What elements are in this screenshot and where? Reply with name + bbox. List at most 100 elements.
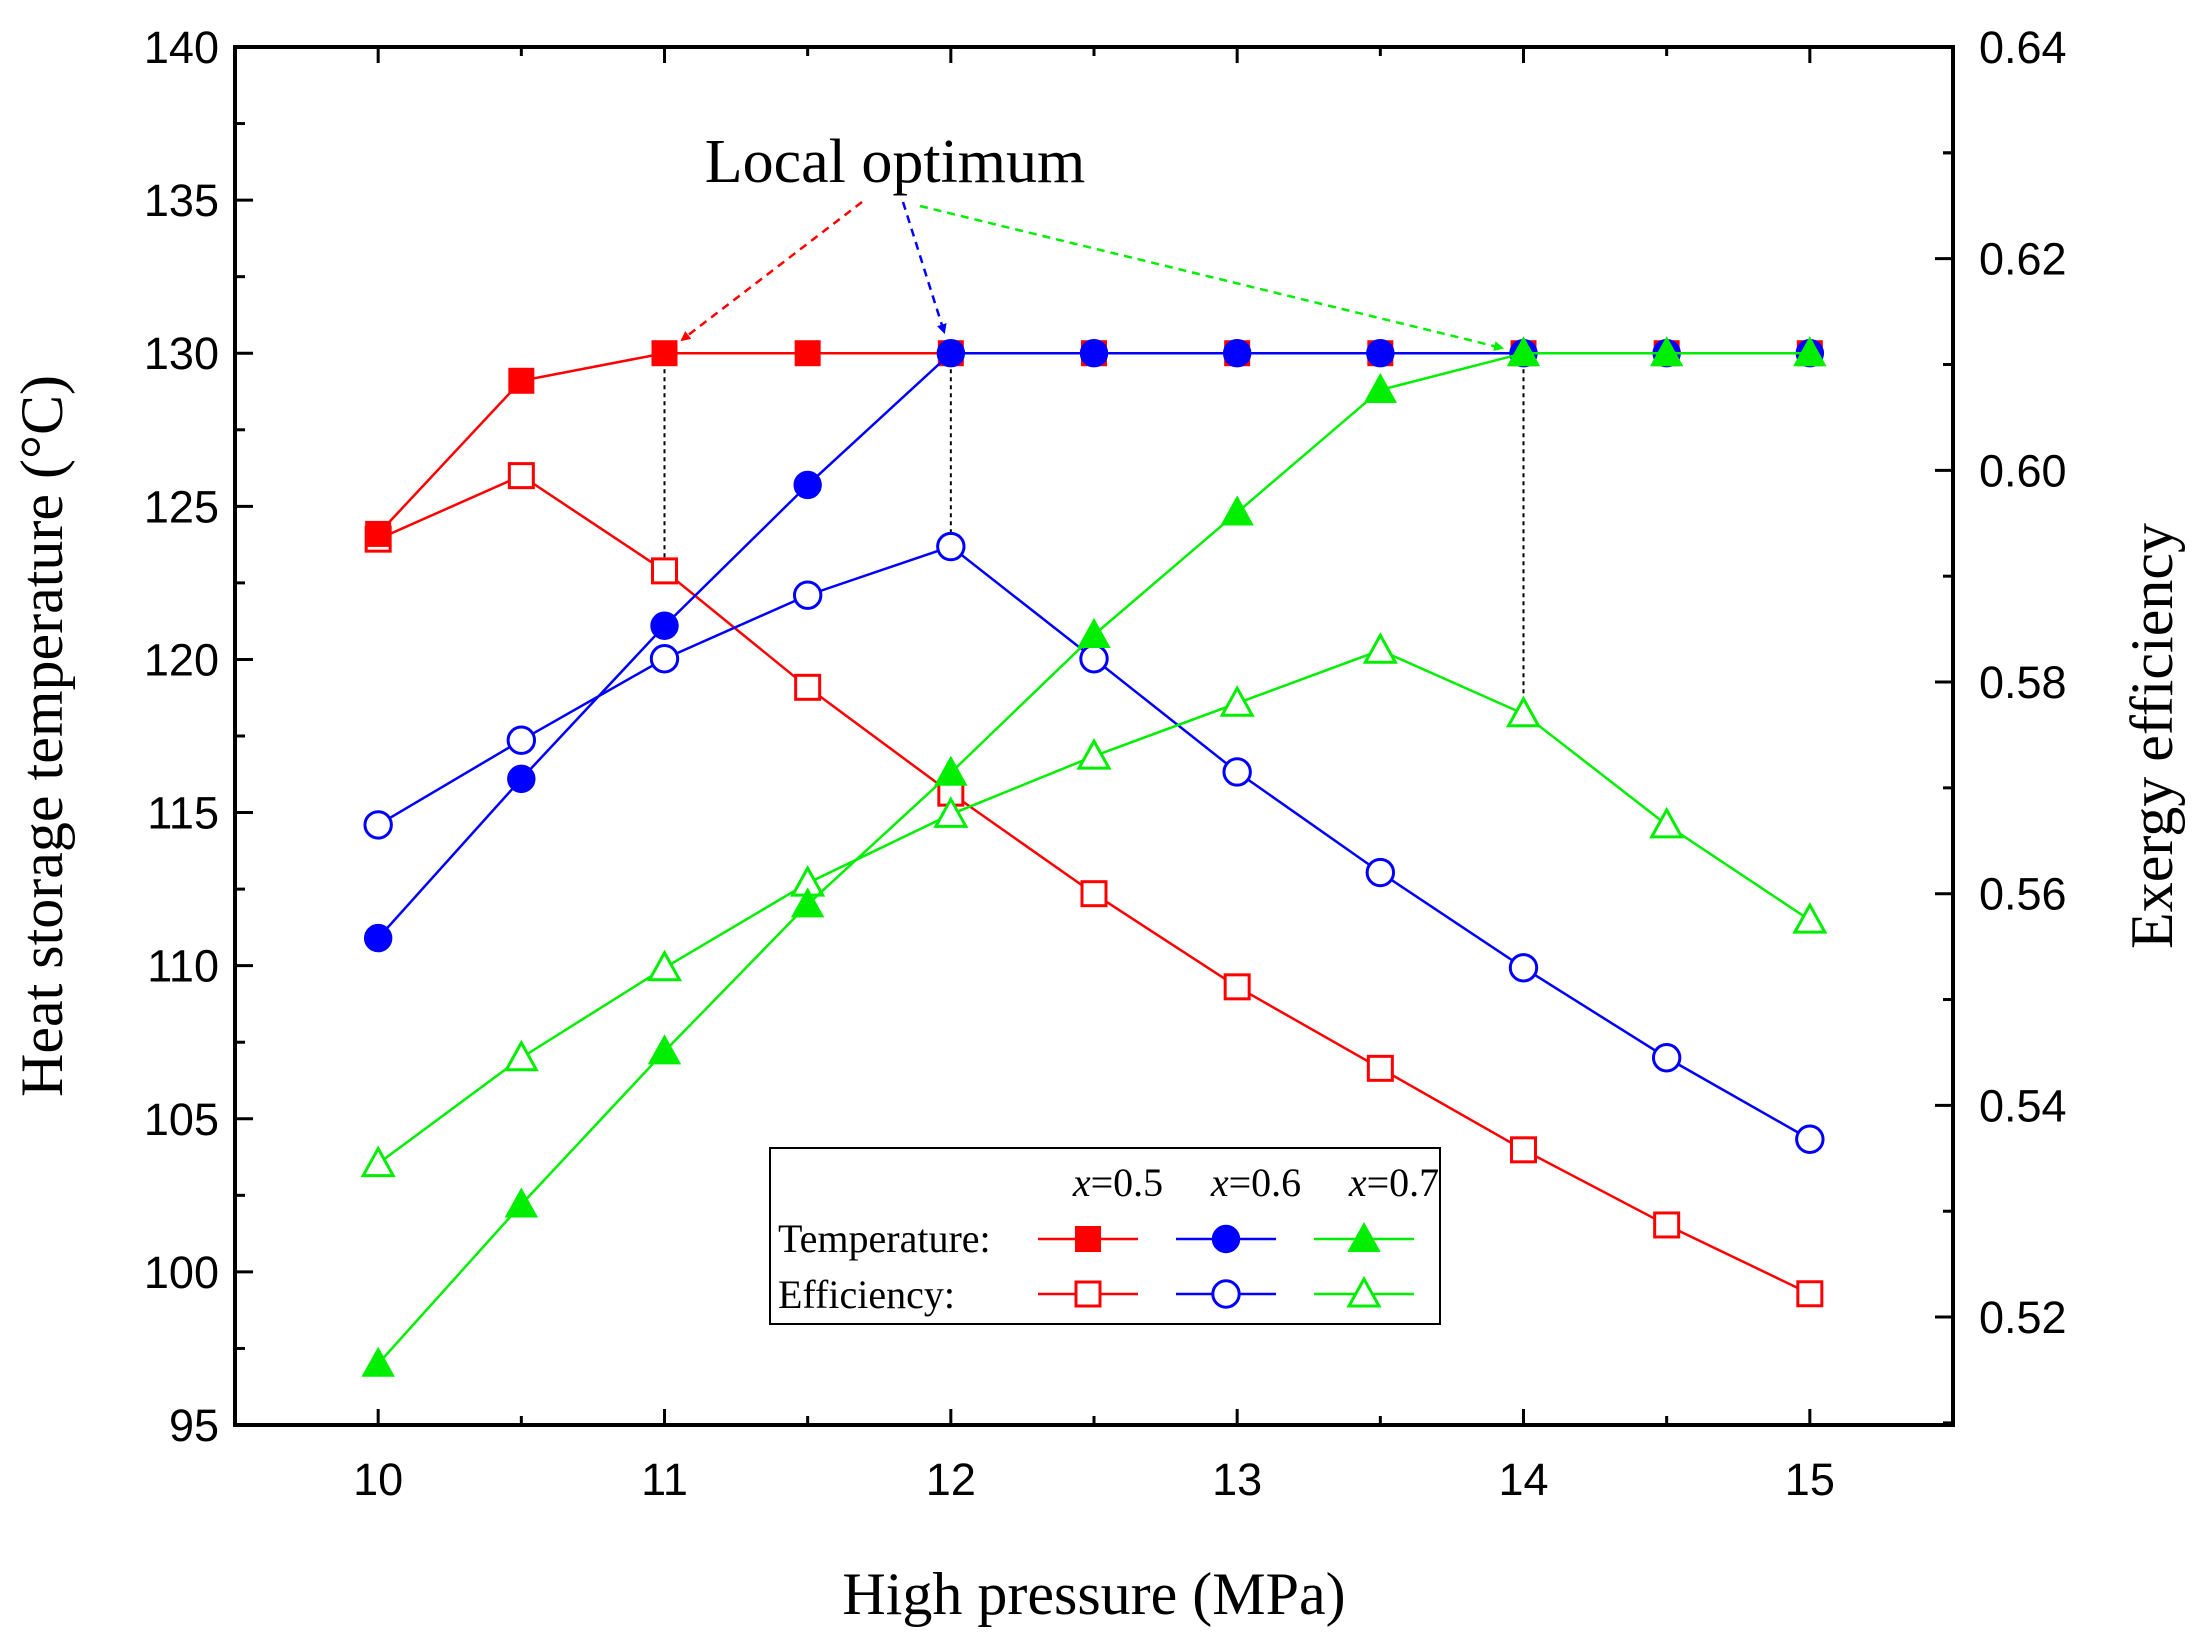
data-point bbox=[1362, 632, 1398, 664]
annotation-layer: Local optimum bbox=[680, 128, 1505, 351]
data-point bbox=[1792, 902, 1828, 934]
legend-sample-marker bbox=[1075, 1226, 1101, 1252]
data-point bbox=[365, 520, 392, 547]
data-point bbox=[792, 580, 823, 610]
data-point bbox=[1796, 1280, 1824, 1308]
data-point bbox=[507, 462, 535, 490]
legend-row-temperature: Temperature: bbox=[778, 1216, 991, 1261]
data-point bbox=[1223, 973, 1251, 1001]
data-point bbox=[361, 1346, 395, 1377]
y-left-tick-label: 140 bbox=[144, 22, 219, 73]
data-point bbox=[1651, 1043, 1682, 1073]
legend-sample-marker bbox=[1074, 1280, 1102, 1308]
data-point bbox=[794, 673, 822, 701]
y-left-tick-label: 135 bbox=[144, 175, 219, 226]
data-point bbox=[1795, 1124, 1825, 1154]
legend-header-eq: =0.6 bbox=[1229, 1160, 1302, 1205]
data-point bbox=[363, 810, 393, 840]
legend-header-var: x bbox=[1348, 1160, 1367, 1205]
data-point bbox=[503, 1039, 539, 1072]
legend-sample-marker bbox=[1347, 1221, 1381, 1252]
data-point bbox=[651, 557, 678, 585]
legend: x=0.5 x=0.6 x=0.7 Temperature: Efficiency: bbox=[769, 1147, 1441, 1325]
data-point bbox=[1505, 695, 1542, 728]
y-right-tick-label: 0.56 bbox=[1979, 869, 2067, 920]
annotation-arrow bbox=[680, 201, 863, 342]
legend-row-efficiency: Efficiency: bbox=[778, 1272, 955, 1317]
data-point bbox=[1508, 953, 1539, 983]
series-layer bbox=[360, 336, 1828, 1377]
data-point bbox=[933, 796, 969, 828]
series-temperature-x0.5 bbox=[365, 340, 1823, 547]
legend-sample-marker bbox=[1211, 1279, 1241, 1309]
y-left-tick-label: 115 bbox=[147, 788, 219, 839]
data-point bbox=[504, 1187, 539, 1218]
data-point bbox=[506, 725, 537, 755]
annotation-local-optimum: Local optimum bbox=[705, 128, 1086, 196]
data-point bbox=[936, 531, 966, 562]
data-point bbox=[1366, 1054, 1394, 1082]
data-point bbox=[936, 339, 966, 368]
data-point bbox=[1222, 757, 1252, 787]
legend-sample-marker bbox=[1346, 1275, 1382, 1308]
axes-layer: 10 11 12 13 14 15 95 100 105 110 115 120 125 130 135 14… bbox=[144, 22, 2067, 1505]
data-point bbox=[1219, 685, 1255, 717]
data-point bbox=[793, 470, 822, 500]
legend-header-var: x bbox=[1072, 1160, 1091, 1205]
legend-sample-marker bbox=[1211, 1224, 1241, 1254]
series-efficiency-x0.6 bbox=[363, 531, 1825, 1154]
y-right-tick-label: 0.54 bbox=[1979, 1080, 2067, 1131]
data-point bbox=[1366, 339, 1395, 368]
legend-samples bbox=[1038, 1221, 1414, 1309]
data-point bbox=[1365, 857, 1396, 888]
y-right-tick-label: 0.60 bbox=[1979, 445, 2067, 496]
data-point bbox=[934, 755, 968, 786]
annotation-arrow bbox=[901, 201, 947, 335]
data-point bbox=[1080, 880, 1108, 908]
x-tick-label: 10 bbox=[353, 1454, 403, 1505]
legend-header: x=0.7 bbox=[1348, 1160, 1439, 1205]
data-point bbox=[1653, 1211, 1681, 1239]
data-point bbox=[794, 340, 821, 367]
y-right-tick-label: 0.64 bbox=[1979, 22, 2067, 73]
y-right-tick-label: 0.52 bbox=[1979, 1292, 2067, 1343]
x-tick-label: 13 bbox=[1212, 1454, 1262, 1505]
data-point bbox=[1649, 806, 1685, 839]
data-point bbox=[1222, 339, 1252, 368]
y-right-tick-label: 0.58 bbox=[1979, 657, 2067, 708]
y-axis-title-right: Exergy efficiency bbox=[2119, 523, 2185, 949]
legend-header: x=0.5 bbox=[1072, 1160, 1163, 1205]
legend-header: x=0.6 bbox=[1210, 1160, 1301, 1205]
legend-header-eq: =0.7 bbox=[1367, 1160, 1440, 1205]
x-tick-label: 15 bbox=[1785, 1454, 1835, 1505]
data-point bbox=[649, 644, 680, 674]
y-left-tick-label: 100 bbox=[144, 1247, 219, 1298]
drop-lines bbox=[663, 353, 1525, 714]
data-point bbox=[1079, 644, 1109, 674]
data-point bbox=[363, 923, 393, 953]
y-left-tick-label: 110 bbox=[147, 941, 219, 992]
data-point bbox=[360, 1145, 396, 1178]
y-left-tick-label: 125 bbox=[144, 481, 219, 532]
data-point bbox=[1076, 738, 1112, 770]
x-tick-label: 12 bbox=[926, 1454, 976, 1505]
legend-header-var: x bbox=[1210, 1160, 1229, 1205]
y-axis-title-left: Heat storage temperature (°C) bbox=[9, 375, 75, 1097]
data-point bbox=[646, 949, 683, 982]
x-tick-label: 14 bbox=[1498, 1454, 1548, 1505]
x-axis-title: High pressure (MPa) bbox=[842, 1561, 1345, 1627]
data-point bbox=[1363, 372, 1398, 403]
data-point bbox=[651, 340, 678, 367]
annotation-arrow bbox=[919, 204, 1505, 351]
data-point bbox=[1510, 1136, 1537, 1164]
legend-header-eq: =0.5 bbox=[1091, 1160, 1164, 1205]
x-tick-label: 11 bbox=[641, 1454, 688, 1505]
y-left-tick-label: 120 bbox=[144, 634, 219, 685]
data-point bbox=[508, 367, 535, 394]
legend-headers: x=0.5 x=0.6 x=0.7 bbox=[1072, 1160, 1439, 1205]
y-right-tick-label: 0.62 bbox=[1979, 234, 2067, 285]
data-point bbox=[1649, 336, 1684, 367]
data-point bbox=[650, 611, 679, 640]
data-point bbox=[790, 887, 825, 918]
